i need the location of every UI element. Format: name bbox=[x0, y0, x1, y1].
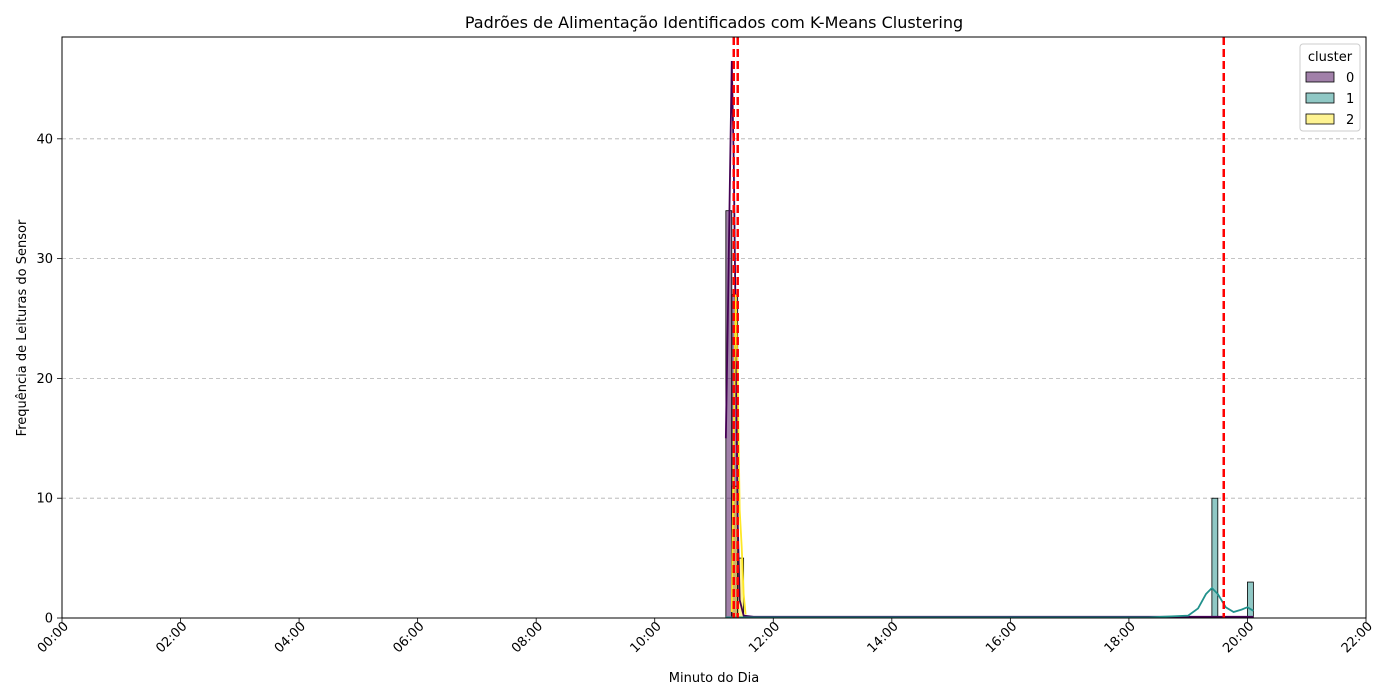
x-tick-label: 20:00 bbox=[1220, 619, 1257, 656]
x-tick-label: 10:00 bbox=[628, 619, 665, 656]
legend-box bbox=[1299, 43, 1361, 132]
x-tick-label: 22:00 bbox=[1339, 619, 1376, 656]
legend-swatch-cluster-0 bbox=[1305, 71, 1335, 83]
y-tick-label: 30 bbox=[36, 252, 53, 267]
x-tick-label: 04:00 bbox=[272, 619, 309, 656]
x-tick-label: 06:00 bbox=[390, 619, 427, 656]
bar-cluster-1 bbox=[1211, 497, 1219, 619]
kde-curve-cluster-1 bbox=[725, 586, 1254, 619]
plot-frame bbox=[61, 36, 1367, 619]
y-grid bbox=[62, 138, 1366, 499]
legend: cluster 0 1 2 bbox=[1299, 43, 1361, 132]
centroid-lines bbox=[732, 37, 1225, 618]
legend-swatch-cluster-2 bbox=[1305, 113, 1335, 125]
y-tick-label: 10 bbox=[36, 492, 53, 507]
kde-curves bbox=[724, 60, 1254, 619]
bar-cluster-1 bbox=[1247, 581, 1254, 619]
y-axis-label: Frequência de Leituras do Sensor bbox=[15, 219, 30, 436]
y-tick-label: 40 bbox=[36, 132, 53, 147]
histogram-bars bbox=[725, 210, 1254, 619]
legend-label-cluster-1: 1 bbox=[1346, 92, 1354, 107]
x-tick-label: 02:00 bbox=[153, 619, 190, 656]
legend-label-cluster-0: 0 bbox=[1346, 71, 1354, 86]
legend-title: cluster bbox=[1308, 50, 1353, 65]
x-tick-label: 00:00 bbox=[35, 619, 72, 656]
x-tick-label: 18:00 bbox=[1102, 619, 1139, 656]
x-tick-label: 12:00 bbox=[746, 619, 783, 656]
x-tick-label: 16:00 bbox=[983, 619, 1020, 656]
x-axis-ticks: 00:00 02:00 04:00 06:00 08:00 10:00 12:00 14:00… bbox=[35, 618, 1376, 656]
x-tick-label: 14:00 bbox=[865, 619, 902, 656]
chart-title: Padrões de Alimentação Identificados com… bbox=[465, 13, 963, 32]
x-tick-label: 08:00 bbox=[509, 619, 546, 656]
x-axis-label: Minuto do Dia bbox=[669, 671, 759, 686]
y-tick-label: 0 bbox=[45, 612, 53, 627]
y-axis-ticks: 0 10 20 30 40 bbox=[36, 132, 62, 627]
legend-label-cluster-2: 2 bbox=[1346, 113, 1354, 128]
legend-swatch-cluster-1 bbox=[1305, 92, 1335, 104]
kde-curve-cluster-0 bbox=[724, 60, 1254, 618]
y-tick-label: 20 bbox=[36, 372, 53, 387]
